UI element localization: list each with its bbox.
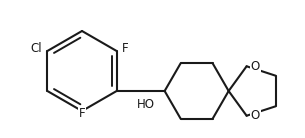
- Text: O: O: [251, 109, 260, 122]
- Text: Cl: Cl: [31, 42, 42, 55]
- Text: O: O: [251, 60, 260, 73]
- Text: F: F: [122, 42, 128, 55]
- Text: HO: HO: [137, 98, 155, 111]
- Text: F: F: [79, 107, 85, 120]
